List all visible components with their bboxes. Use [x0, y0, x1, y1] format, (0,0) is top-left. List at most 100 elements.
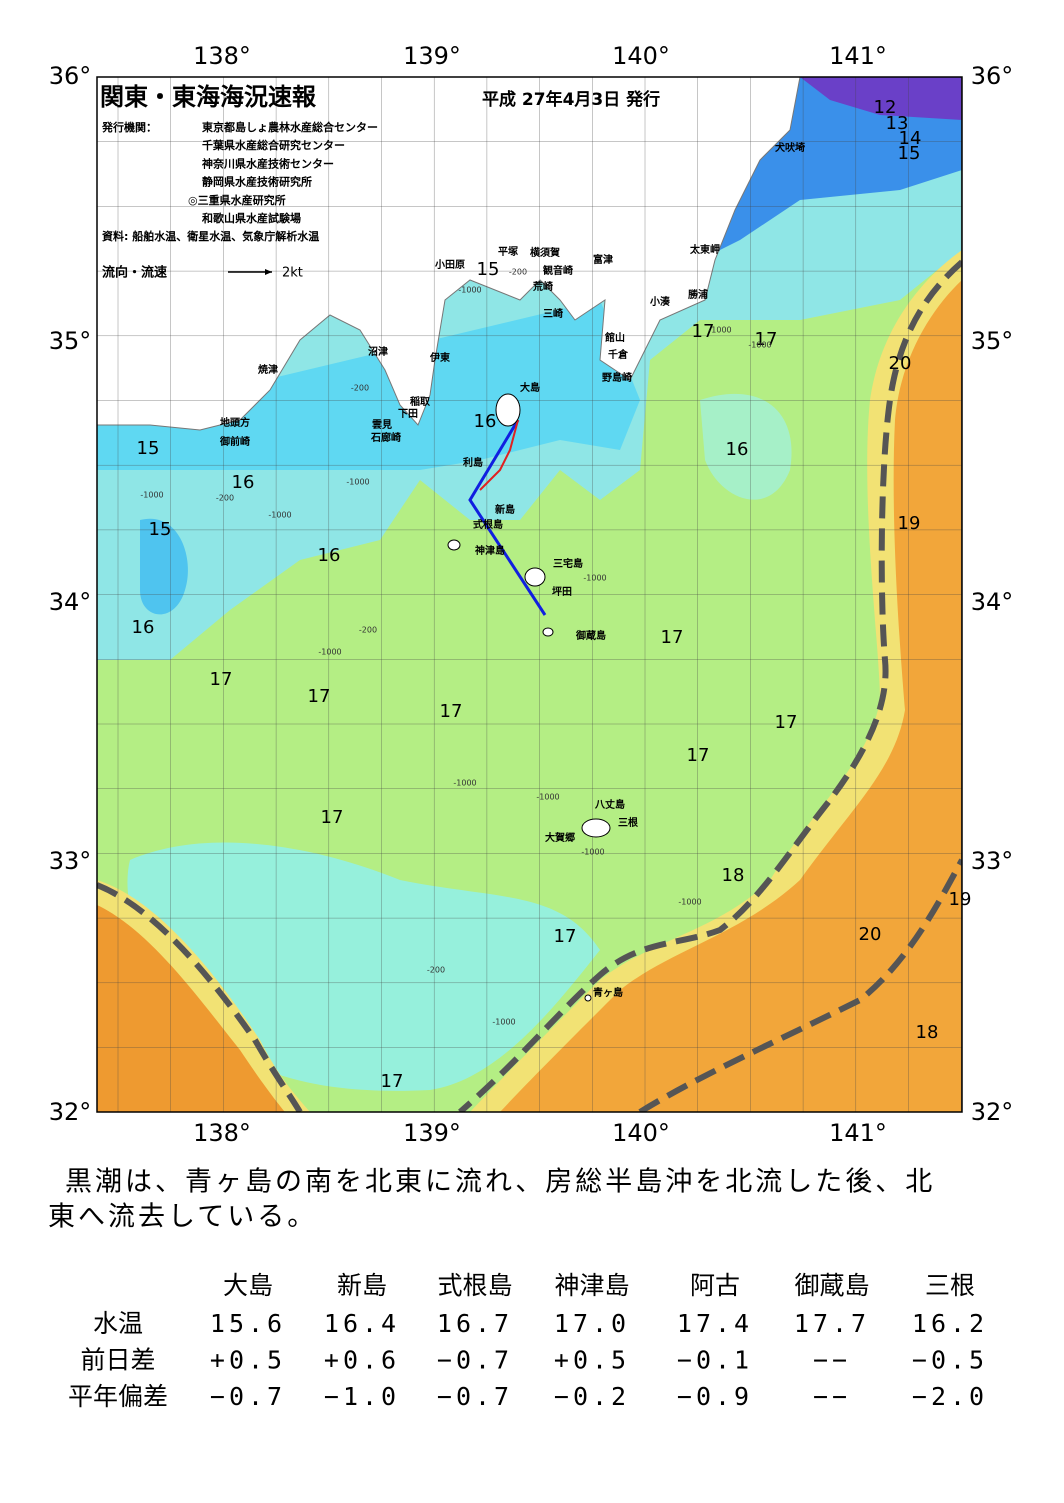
table-header: 大島 [223, 1271, 273, 1300]
legend-unit: 2kt [282, 266, 303, 281]
isotherm-label: 16 [726, 439, 749, 460]
depth-label: -1000 [708, 326, 731, 335]
island [495, 393, 521, 427]
map-frame [96, 76, 963, 1113]
depth-label: -1000 [678, 898, 701, 907]
sea-15-eddy [140, 518, 188, 615]
issuer-list: 東京都島しょ農林水産総合センター千葉県水産総合研究センター神奈川県水産技術センタ… [188, 120, 378, 225]
longitude-label: 139° [403, 1119, 461, 1147]
place-name: 新島 [495, 503, 515, 516]
isotherm-label: 17 [775, 712, 798, 733]
latitude-label: 33° [49, 847, 92, 875]
place-name: 地頭方 [220, 416, 250, 429]
sea-20-sw [97, 905, 285, 1112]
row-label: 水温 [93, 1309, 143, 1338]
issuer: 千葉県水産総合研究センター [202, 138, 345, 152]
issuer: 和歌山県水産試験場 [202, 211, 301, 225]
place-name: 石廊崎 [370, 431, 401, 444]
latitude-label: 34° [971, 588, 1014, 616]
table-cell: −0.7 [437, 1382, 513, 1411]
depth-label: -1000 [748, 341, 771, 350]
isotherm-label: 19 [898, 513, 921, 534]
row-label: 平年偏差 [68, 1382, 168, 1411]
longitude-label: 139° [403, 42, 461, 70]
isotherm-label: 15 [477, 259, 500, 280]
longitude-label: 140° [612, 42, 670, 70]
isotherm-label: 13 [886, 113, 909, 134]
place-name: 勝浦 [688, 288, 708, 301]
land [97, 77, 801, 431]
table-header: 阿古 [690, 1271, 740, 1300]
table-cell: 17.4 [677, 1309, 753, 1338]
sea-20 [500, 280, 962, 1112]
isotherm-label: 17 [687, 745, 710, 766]
latitude-label: 36° [49, 62, 92, 90]
isotherm-label: 16 [132, 617, 155, 638]
depth-label: -1000 [458, 286, 481, 295]
sea-16-patch [700, 393, 792, 500]
isotherm-label: 16 [232, 472, 255, 493]
table-cell: +0.5 [210, 1346, 286, 1375]
table-cell: 17.7 [794, 1309, 870, 1338]
issuer: 東京都島しょ農林水産総合センター [202, 120, 378, 134]
depth-label: -1000 [318, 648, 341, 657]
island [581, 818, 611, 838]
table-header: 御蔵島 [794, 1271, 869, 1300]
place-name: 平塚 [498, 245, 518, 258]
depth-label: -200 [427, 966, 445, 975]
isotherm-label: 18 [916, 1022, 939, 1043]
longitude-label: 138° [193, 1119, 251, 1147]
table-cell: −1.0 [324, 1382, 400, 1411]
latitude-label: 34° [49, 588, 92, 616]
place-name: 焼津 [258, 363, 278, 376]
isotherm-label: 17 [755, 329, 778, 350]
depth-label: -1000 [140, 491, 163, 500]
kuroshio-axis-se [638, 858, 962, 1112]
place-name: 伊東 [429, 351, 450, 364]
place-name: 利島 [463, 456, 483, 469]
longitude-label: 140° [612, 1119, 670, 1147]
place-name: 犬吠埼 [775, 141, 805, 154]
place-name: 三崎 [543, 307, 563, 320]
table-header: 三根 [925, 1271, 975, 1300]
graticule [97, 77, 962, 1112]
depth-label: -1000 [346, 478, 369, 487]
table-cell: −0.7 [210, 1382, 286, 1411]
place-name: 大賀郷 [545, 831, 575, 844]
depth-label: -1000 [268, 511, 291, 520]
table-cell: 17.0 [554, 1309, 630, 1338]
summary-line: 東へ流去している。 [48, 1202, 317, 1233]
isotherm-label: 15 [137, 438, 160, 459]
isotherm-label: 20 [889, 353, 912, 374]
summary-line: 黒潮は、青ヶ島の南を北東に流れ、房総半島沖を北流した後、北 [65, 1167, 935, 1198]
table-cell: −0.2 [554, 1382, 630, 1411]
row-label: 前日差 [80, 1346, 155, 1375]
longitude-label: 141° [829, 1119, 887, 1147]
place-name: 三宅島 [553, 557, 583, 570]
depth-label: -1000 [536, 793, 559, 802]
place-name: 横須賀 [530, 246, 560, 259]
place-name: 観音崎 [543, 264, 573, 277]
legend-label: 流向・流速 [102, 265, 167, 281]
island [524, 567, 546, 587]
place-name: 下田 [398, 408, 418, 420]
isotherm-label: 17 [554, 926, 577, 947]
ship-track [468, 419, 547, 616]
island [584, 994, 592, 1002]
place-name: 三根 [618, 816, 638, 829]
place-name: 御前崎 [219, 435, 250, 448]
place-name: 式根島 [473, 518, 503, 531]
depth-label: -200 [351, 384, 369, 393]
isotherm-label: 14 [899, 128, 922, 149]
table-cell: 16.7 [437, 1309, 513, 1338]
issuer: 静岡県水産技術研究所 [202, 175, 312, 189]
isotherm-label: 17 [308, 686, 331, 707]
isotherm-label: 19 [949, 889, 972, 910]
sea-12 [800, 77, 962, 120]
place-name: 沼津 [368, 345, 388, 358]
latitude-label: 33° [971, 847, 1014, 875]
depth-label: -200 [509, 268, 527, 277]
isotherm-label: 17 [321, 807, 344, 828]
